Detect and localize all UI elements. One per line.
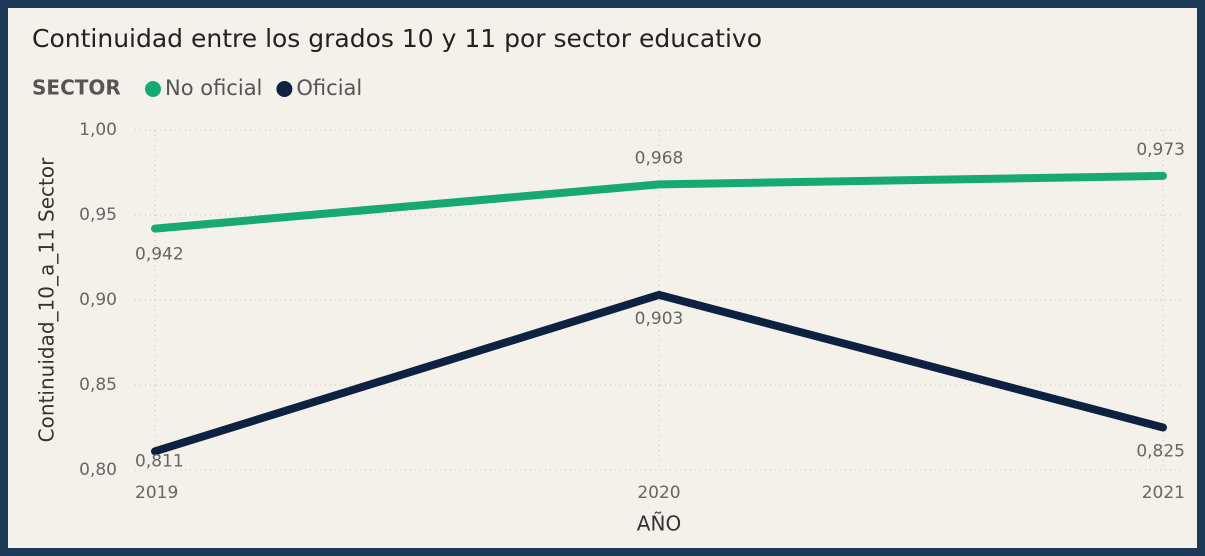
legend-marker — [145, 81, 161, 97]
data-label: 0,903 — [635, 309, 684, 329]
data-label: 0,811 — [135, 451, 184, 471]
x-tick-label: 2021 — [1142, 483, 1185, 503]
legend-marker — [276, 81, 293, 97]
data-label: 0,825 — [1136, 442, 1185, 462]
x-axis-label: AÑO — [637, 512, 681, 536]
legend-title: SECTOR — [32, 76, 121, 100]
x-tick-label: 2020 — [637, 483, 680, 503]
y-tick-label: 0,95 — [79, 205, 117, 225]
data-label: 0,942 — [135, 245, 184, 265]
data-label: 0,973 — [1136, 140, 1185, 160]
legend-label: No oficial — [165, 76, 262, 100]
legend-label: Oficial — [296, 76, 362, 100]
y-tick-label: 1,00 — [79, 120, 117, 140]
x-tick-label: 2019 — [135, 483, 178, 503]
series-line — [151, 290, 1167, 456]
series-line — [151, 171, 1167, 233]
y-axis-label: Continuidad_10_a_11 Sector — [35, 157, 59, 442]
y-tick-label: 0,85 — [79, 375, 117, 395]
chart-title: Continuidad entre los grados 10 y 11 por… — [32, 24, 762, 53]
data-label: 0,968 — [635, 148, 684, 168]
y-tick-label: 0,80 — [79, 460, 117, 480]
y-tick-label: 0,90 — [79, 290, 117, 310]
